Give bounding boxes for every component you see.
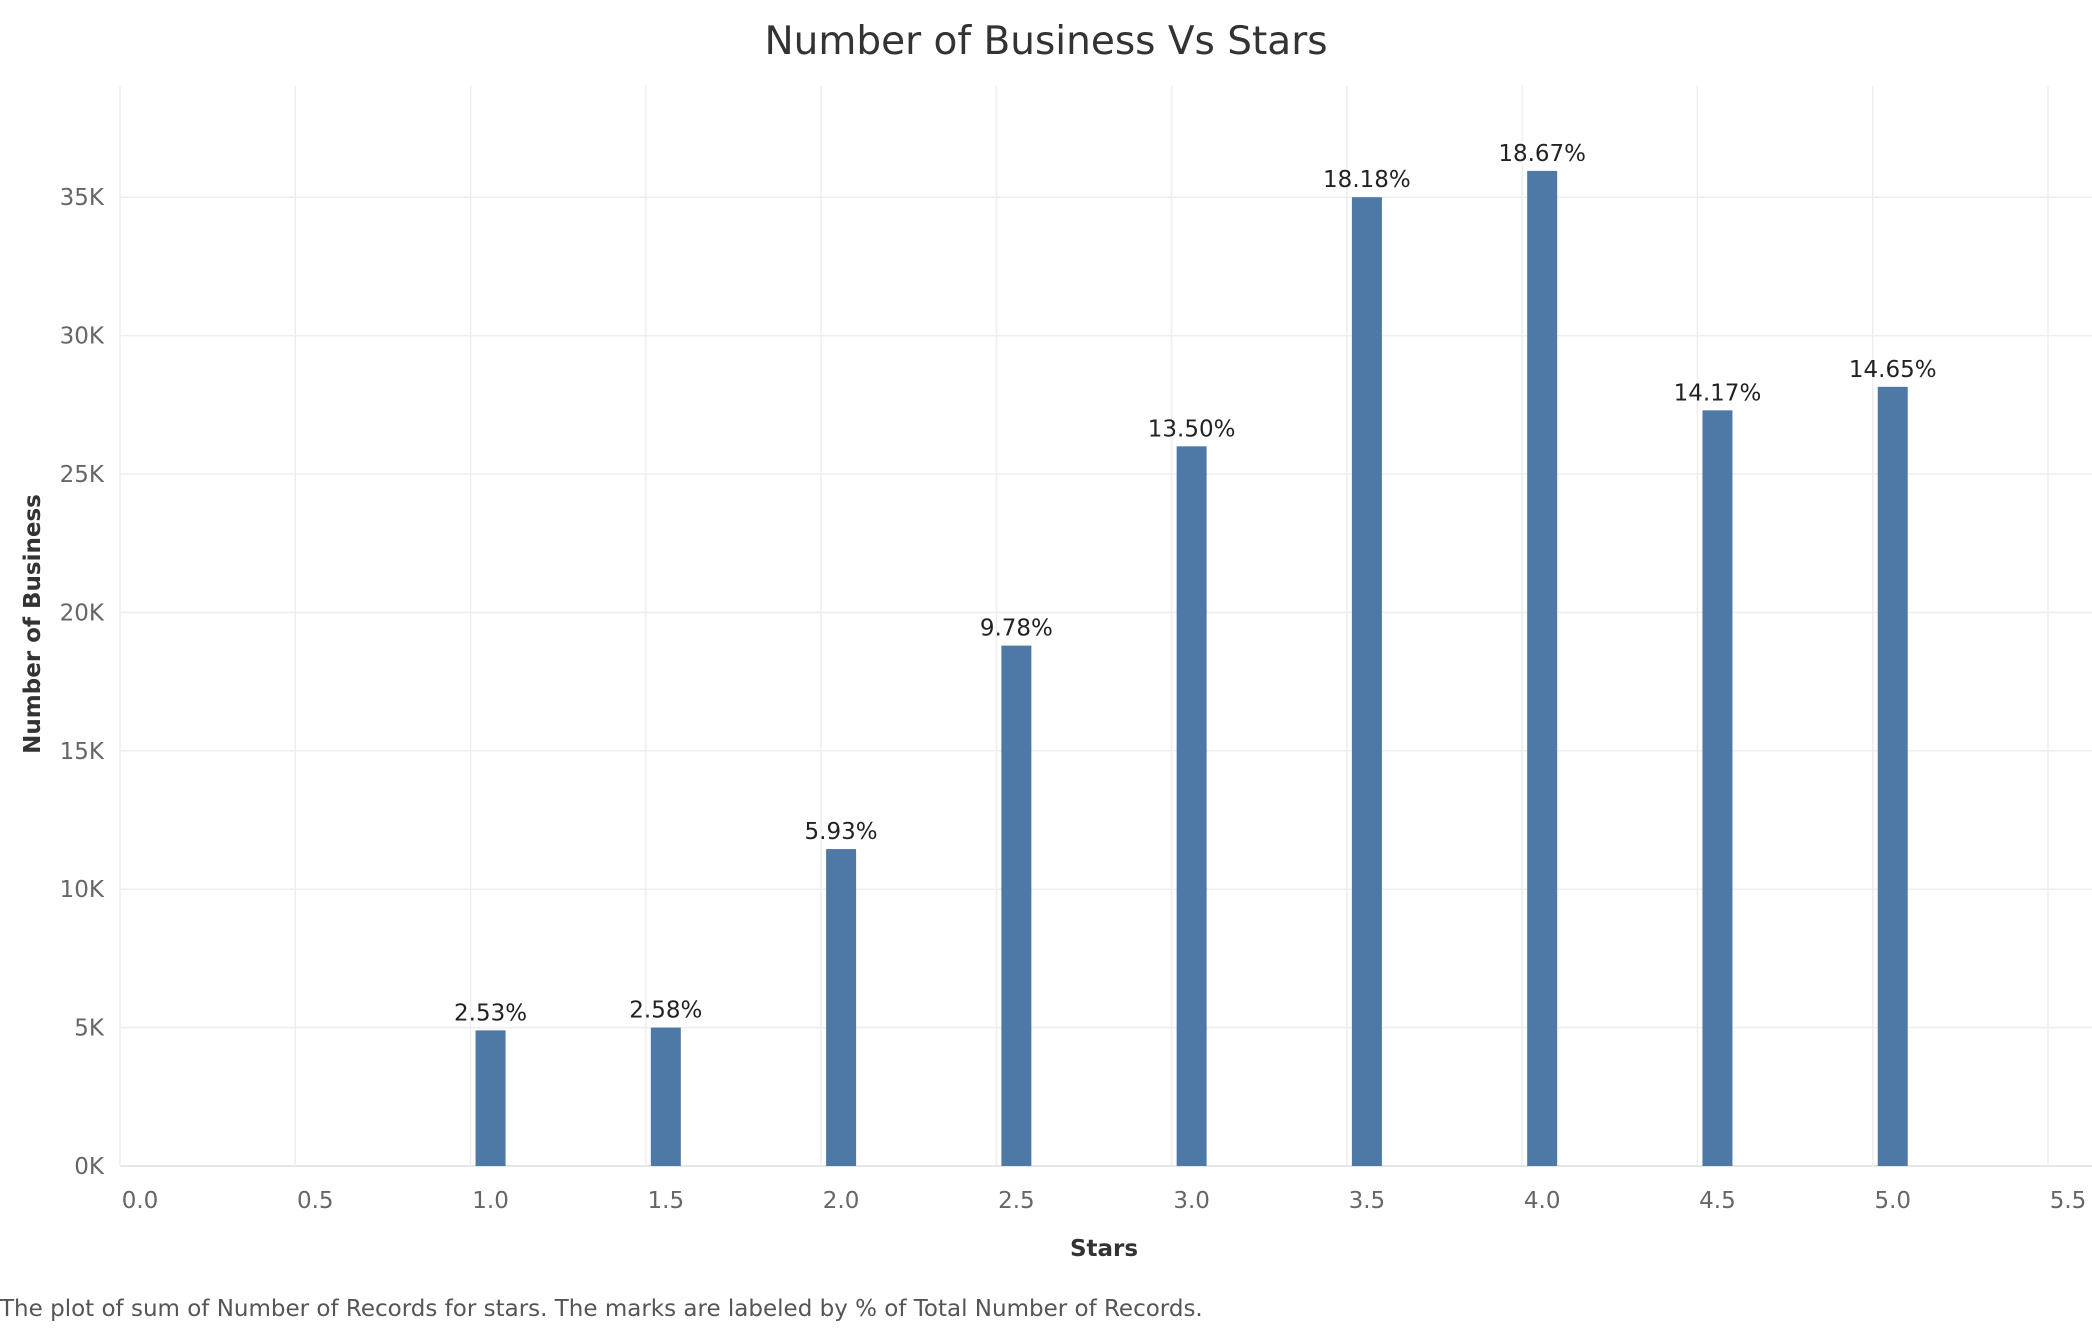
x-tick-label: 3.5 — [1349, 1188, 1386, 1214]
bar-data-label: 13.50% — [1148, 416, 1236, 442]
bar — [1001, 645, 1032, 1166]
y-tick-label: 0K — [74, 1154, 105, 1180]
y-tick-label: 15K — [60, 739, 105, 765]
bar — [1351, 197, 1382, 1166]
bar — [1176, 446, 1207, 1166]
bar-data-label: 2.58% — [629, 998, 702, 1024]
x-tick-label: 0.5 — [297, 1188, 334, 1214]
y-axis-ticks: 0K 5K 10K 15K 20K 25K 30K 35K — [60, 185, 105, 1180]
x-tick-label: 3.0 — [1173, 1188, 1210, 1214]
bar-data-label: 9.78% — [980, 616, 1053, 642]
bar — [826, 849, 857, 1166]
bar — [475, 1030, 506, 1166]
bar-data-label: 5.93% — [805, 819, 878, 845]
x-tick-label: 2.5 — [998, 1188, 1035, 1214]
y-tick-label: 10K — [60, 877, 105, 903]
bar — [1527, 170, 1558, 1167]
grid — [119, 86, 2092, 1167]
x-tick-label: 2.0 — [823, 1188, 860, 1214]
x-tick-label: 0.0 — [122, 1188, 159, 1214]
y-tick-label: 30K — [60, 324, 105, 350]
bar — [1877, 386, 1908, 1167]
bars — [475, 170, 1908, 1167]
y-tick-label: 20K — [60, 600, 105, 626]
x-tick-label: 4.5 — [1699, 1188, 1736, 1214]
bar-data-label: 14.65% — [1849, 357, 1937, 383]
y-tick-label: 35K — [60, 185, 105, 211]
x-tick-label: 5.0 — [1874, 1188, 1911, 1214]
x-axis-ticks: 0.0 0.5 1.0 1.5 2.0 2.5 3.0 3.5 4.0 4.5 5.0 5.5 — [122, 1188, 2087, 1214]
x-tick-label: 1.5 — [648, 1188, 685, 1214]
bar — [1702, 410, 1733, 1166]
y-tick-label: 25K — [60, 462, 105, 488]
y-axis-title: Number of Business — [20, 494, 46, 754]
bar-data-label: 18.18% — [1323, 167, 1411, 193]
bar-data-label: 2.53% — [454, 1000, 527, 1026]
x-tick-label: 1.0 — [472, 1188, 509, 1214]
bar-data-label: 18.67% — [1498, 141, 1586, 167]
x-tick-label: 5.5 — [2050, 1188, 2087, 1214]
bar-data-label: 14.17% — [1674, 380, 1762, 406]
data-labels: 2.53% 2.58% 5.93% 9.78% 13.50% 18.18% 18.67% 14… — [454, 141, 1937, 1026]
x-axis-title: Stars — [1070, 1236, 1138, 1262]
y-tick-label: 5K — [74, 1016, 105, 1042]
bar — [650, 1027, 681, 1166]
chart-caption: The plot of sum of Number of Records for… — [0, 1296, 1203, 1322]
chart-title: Number of Business Vs Stars — [764, 19, 1327, 64]
x-tick-label: 4.0 — [1524, 1188, 1561, 1214]
